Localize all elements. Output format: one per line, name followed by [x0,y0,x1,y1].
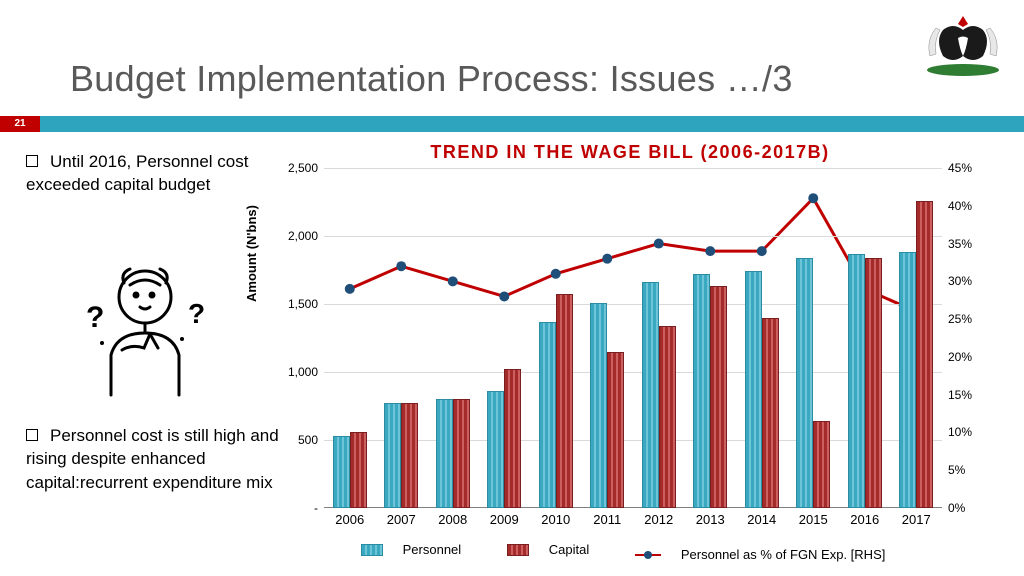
bar-personnel [848,254,865,508]
bar-personnel [590,303,607,508]
bar-capital [865,258,882,508]
bar-capital [710,286,727,508]
bar-personnel [333,436,350,508]
x-tick: 2007 [387,508,416,527]
bar-capital [607,352,624,508]
y2-tick: 30% [942,274,972,288]
y-tick: 2,000 [288,229,324,243]
bar-personnel [693,274,710,508]
y-tick: 1,000 [288,365,324,379]
x-tick: 2016 [850,508,879,527]
chart-legend: Personnel Capital Personnel as % of FGN … [250,542,1010,562]
bar-personnel [539,322,556,508]
coat-of-arms-icon [918,8,1008,78]
bullet-list-2: Personnel cost is still high and rising … [26,424,286,508]
y-tick: 2,500 [288,161,324,175]
x-tick: 2008 [438,508,467,527]
x-tick: 2011 [593,508,621,527]
wage-bill-chart: TREND IN THE WAGE BILL (2006-2017B) Amou… [250,142,1010,562]
accent-bar [0,116,1024,132]
y2-tick: 35% [942,237,972,251]
y2-tick: 45% [942,161,972,175]
x-tick: 2013 [696,508,725,527]
y2-tick: 0% [942,501,965,515]
bar-personnel [899,252,916,508]
x-tick: 2014 [747,508,776,527]
y2-tick: 40% [942,199,972,213]
bar-personnel [436,399,453,508]
bar-personnel [642,282,659,508]
y2-tick: 15% [942,388,972,402]
bullet-list-1: Until 2016, Personnel cost exceeded capi… [26,150,266,211]
svg-text:?: ? [188,298,205,329]
bar-personnel [745,271,762,508]
page-number-badge: 21 [0,116,40,132]
bar-personnel [796,258,813,508]
y2-tick: 25% [942,312,972,326]
y-axis-label: Amount (N'bns) [244,205,259,302]
bullet-item: Personnel cost is still high and rising … [26,424,286,494]
legend-capital: Capital [507,542,603,557]
x-tick: 2017 [902,508,931,527]
y2-tick: 5% [942,463,965,477]
bar-capital [916,201,933,508]
bar-capital [504,369,521,508]
bar-capital [401,403,418,508]
bar-capital [453,399,470,508]
bar-capital [350,432,367,508]
svg-text:?: ? [86,301,104,334]
plot-area: -5001,0001,5002,0002,5000%5%10%15%20%25%… [324,168,942,508]
page-title: Budget Implementation Process: Issues …/… [70,58,793,100]
x-tick: 2010 [541,508,570,527]
x-tick: 2012 [644,508,673,527]
bar-capital [556,294,573,508]
bar-personnel [384,403,401,508]
x-tick: 2015 [799,508,828,527]
bar-capital [659,326,676,508]
legend-pct: Personnel as % of FGN Exp. [RHS] [635,547,899,562]
x-tick: 2009 [490,508,519,527]
slide: Budget Implementation Process: Issues …/… [0,0,1024,576]
y-tick: 500 [298,433,324,447]
x-tick: 2006 [335,508,364,527]
y2-tick: 10% [942,425,972,439]
bar-capital [813,421,830,508]
thinking-person-icon: ? ? [60,255,220,415]
bar-personnel [487,391,504,508]
legend-personnel: Personnel [361,542,476,557]
y2-tick: 20% [942,350,972,364]
bar-capital [762,318,779,508]
y-tick: - [314,501,324,515]
bullet-item: Until 2016, Personnel cost exceeded capi… [26,150,266,197]
y-tick: 1,500 [288,297,324,311]
chart-title: TREND IN THE WAGE BILL (2006-2017B) [250,142,1010,163]
